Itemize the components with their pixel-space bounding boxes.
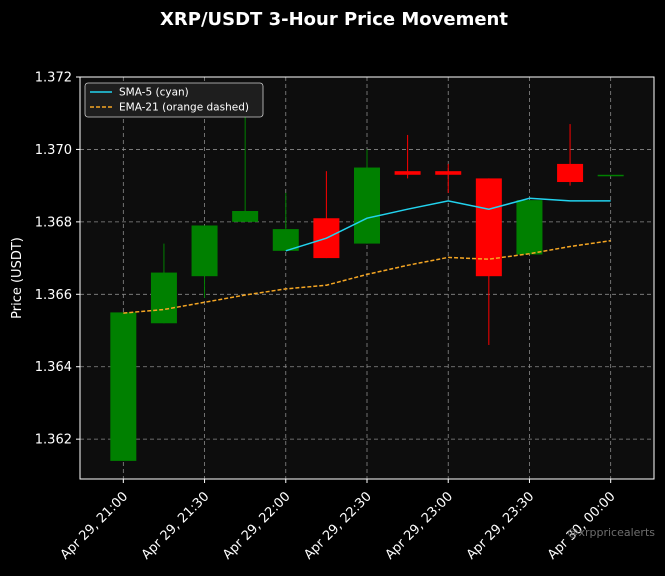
candle-body xyxy=(435,171,462,175)
y-axis: 1.362 1.364 1.366 1.368 1.370 1.372 xyxy=(35,71,80,448)
candle-body xyxy=(150,272,177,324)
candlesticks xyxy=(110,105,624,461)
candle-body xyxy=(475,178,502,277)
candle-body xyxy=(191,225,218,277)
legend-label-sma: SMA-5 (cyan) xyxy=(119,87,189,99)
candle-body xyxy=(272,229,299,251)
candle-body xyxy=(232,211,259,222)
candle-body xyxy=(394,171,421,175)
y-tick-label: 1.366 xyxy=(35,288,72,303)
y-tick-label: 1.372 xyxy=(35,71,72,86)
candle-body xyxy=(354,167,380,244)
legend: SMA-5 (cyan) EMA-21 (orange dashed) xyxy=(84,82,264,118)
y-tick-label: 1.362 xyxy=(35,433,72,448)
sma-5-line xyxy=(285,197,611,252)
watermark: @xrppricealerts xyxy=(567,526,655,539)
chart-title: XRP/USDT 3-Hour Price Movement xyxy=(160,9,508,30)
legend-box xyxy=(84,82,264,118)
indicator-lines xyxy=(123,197,611,314)
candle-body xyxy=(557,163,584,183)
y-tick-label: 1.370 xyxy=(35,143,72,158)
candle-body xyxy=(516,200,543,255)
ema-21-line xyxy=(123,239,611,314)
y-axis-label: Price (USDT) xyxy=(10,237,25,319)
candle-body xyxy=(110,312,137,461)
y-tick-label: 1.368 xyxy=(35,215,72,230)
candle-body xyxy=(597,174,624,177)
y-tick-label: 1.364 xyxy=(35,360,72,375)
legend-label-ema: EMA-21 (orange dashed) xyxy=(119,102,249,114)
